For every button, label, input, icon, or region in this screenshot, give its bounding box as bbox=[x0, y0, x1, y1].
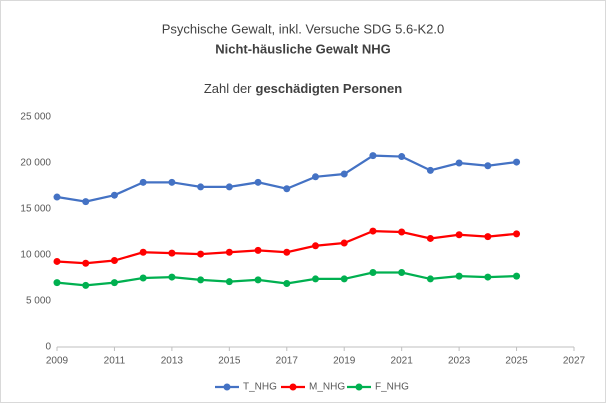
data-point bbox=[455, 231, 463, 239]
y-tick-label: 15 000 bbox=[20, 204, 51, 215]
data-point bbox=[82, 281, 90, 289]
chart-title: Psychische Gewalt, inkl. Versuche SDG 5.… bbox=[162, 21, 445, 36]
data-point bbox=[53, 257, 61, 265]
x-tick-label: 2013 bbox=[161, 356, 184, 367]
data-point bbox=[484, 162, 492, 170]
y-tick-label: 20 000 bbox=[20, 158, 51, 169]
data-point bbox=[484, 273, 492, 281]
data-point bbox=[254, 246, 262, 254]
legend-label: M_NHG bbox=[309, 382, 345, 393]
data-point bbox=[168, 249, 176, 257]
data-point bbox=[139, 274, 147, 282]
data-point bbox=[110, 191, 118, 199]
data-point bbox=[254, 276, 262, 284]
data-point bbox=[340, 170, 348, 178]
x-tick-label: 2015 bbox=[218, 356, 241, 367]
x-tick-label: 2023 bbox=[448, 356, 471, 367]
subtitle-plain: Zahl der bbox=[204, 81, 252, 96]
x-tick-label: 2011 bbox=[104, 356, 126, 367]
data-point bbox=[283, 248, 291, 256]
data-point bbox=[283, 280, 291, 288]
data-point bbox=[369, 268, 377, 276]
x-tick-label: 2021 bbox=[391, 356, 414, 367]
data-point bbox=[139, 178, 147, 186]
x-tick-label: 2017 bbox=[276, 356, 299, 367]
y-tick-label: 25 000 bbox=[20, 112, 51, 123]
data-point bbox=[168, 178, 176, 186]
data-point bbox=[110, 279, 118, 287]
data-point bbox=[398, 228, 406, 236]
data-point bbox=[455, 159, 463, 167]
y-tick-label: 10 000 bbox=[20, 250, 51, 261]
subtitle: Zahl der geschädigten Personen bbox=[204, 81, 402, 96]
data-point bbox=[139, 248, 147, 256]
x-tick-label: 2019 bbox=[333, 356, 356, 367]
data-point bbox=[197, 276, 205, 284]
data-point bbox=[254, 178, 262, 186]
data-point bbox=[398, 268, 406, 276]
data-point bbox=[513, 230, 521, 238]
data-point bbox=[197, 183, 205, 191]
legend-marker bbox=[223, 383, 231, 391]
y-tick-label: 5 000 bbox=[26, 296, 51, 307]
data-point bbox=[82, 259, 90, 267]
data-point bbox=[82, 198, 90, 206]
data-point bbox=[369, 227, 377, 235]
y-tick-label: 0 bbox=[45, 342, 51, 353]
data-point bbox=[225, 248, 233, 256]
x-tick-label: 2009 bbox=[46, 356, 69, 367]
data-point bbox=[312, 242, 319, 250]
legend-marker bbox=[355, 383, 363, 391]
subtitle-bold: geschädigten Personen bbox=[256, 81, 403, 96]
data-point bbox=[340, 275, 348, 283]
legend-label: T_NHG bbox=[243, 382, 277, 393]
data-point bbox=[426, 275, 434, 283]
data-point bbox=[197, 250, 205, 258]
data-point bbox=[53, 279, 61, 287]
legend-marker bbox=[289, 383, 297, 391]
data-point bbox=[484, 233, 492, 241]
data-point bbox=[53, 193, 61, 201]
data-point bbox=[398, 153, 406, 161]
data-point bbox=[426, 234, 434, 242]
data-point bbox=[312, 173, 319, 181]
data-point bbox=[513, 272, 521, 280]
data-point bbox=[312, 275, 319, 283]
legend-label: F_NHG bbox=[375, 382, 409, 393]
x-tick-label: 2025 bbox=[505, 356, 528, 367]
data-point bbox=[369, 152, 377, 160]
data-point bbox=[455, 272, 463, 280]
data-point bbox=[225, 183, 233, 191]
data-point bbox=[283, 185, 291, 193]
data-point bbox=[426, 166, 434, 174]
x-tick-label: 2027 bbox=[563, 356, 586, 367]
data-point bbox=[340, 239, 348, 247]
chart-title-bold: Nicht-häusliche Gewalt NHG bbox=[215, 41, 391, 56]
data-point bbox=[225, 278, 233, 286]
data-point bbox=[513, 158, 521, 166]
data-point bbox=[168, 273, 176, 281]
data-point bbox=[110, 257, 118, 265]
